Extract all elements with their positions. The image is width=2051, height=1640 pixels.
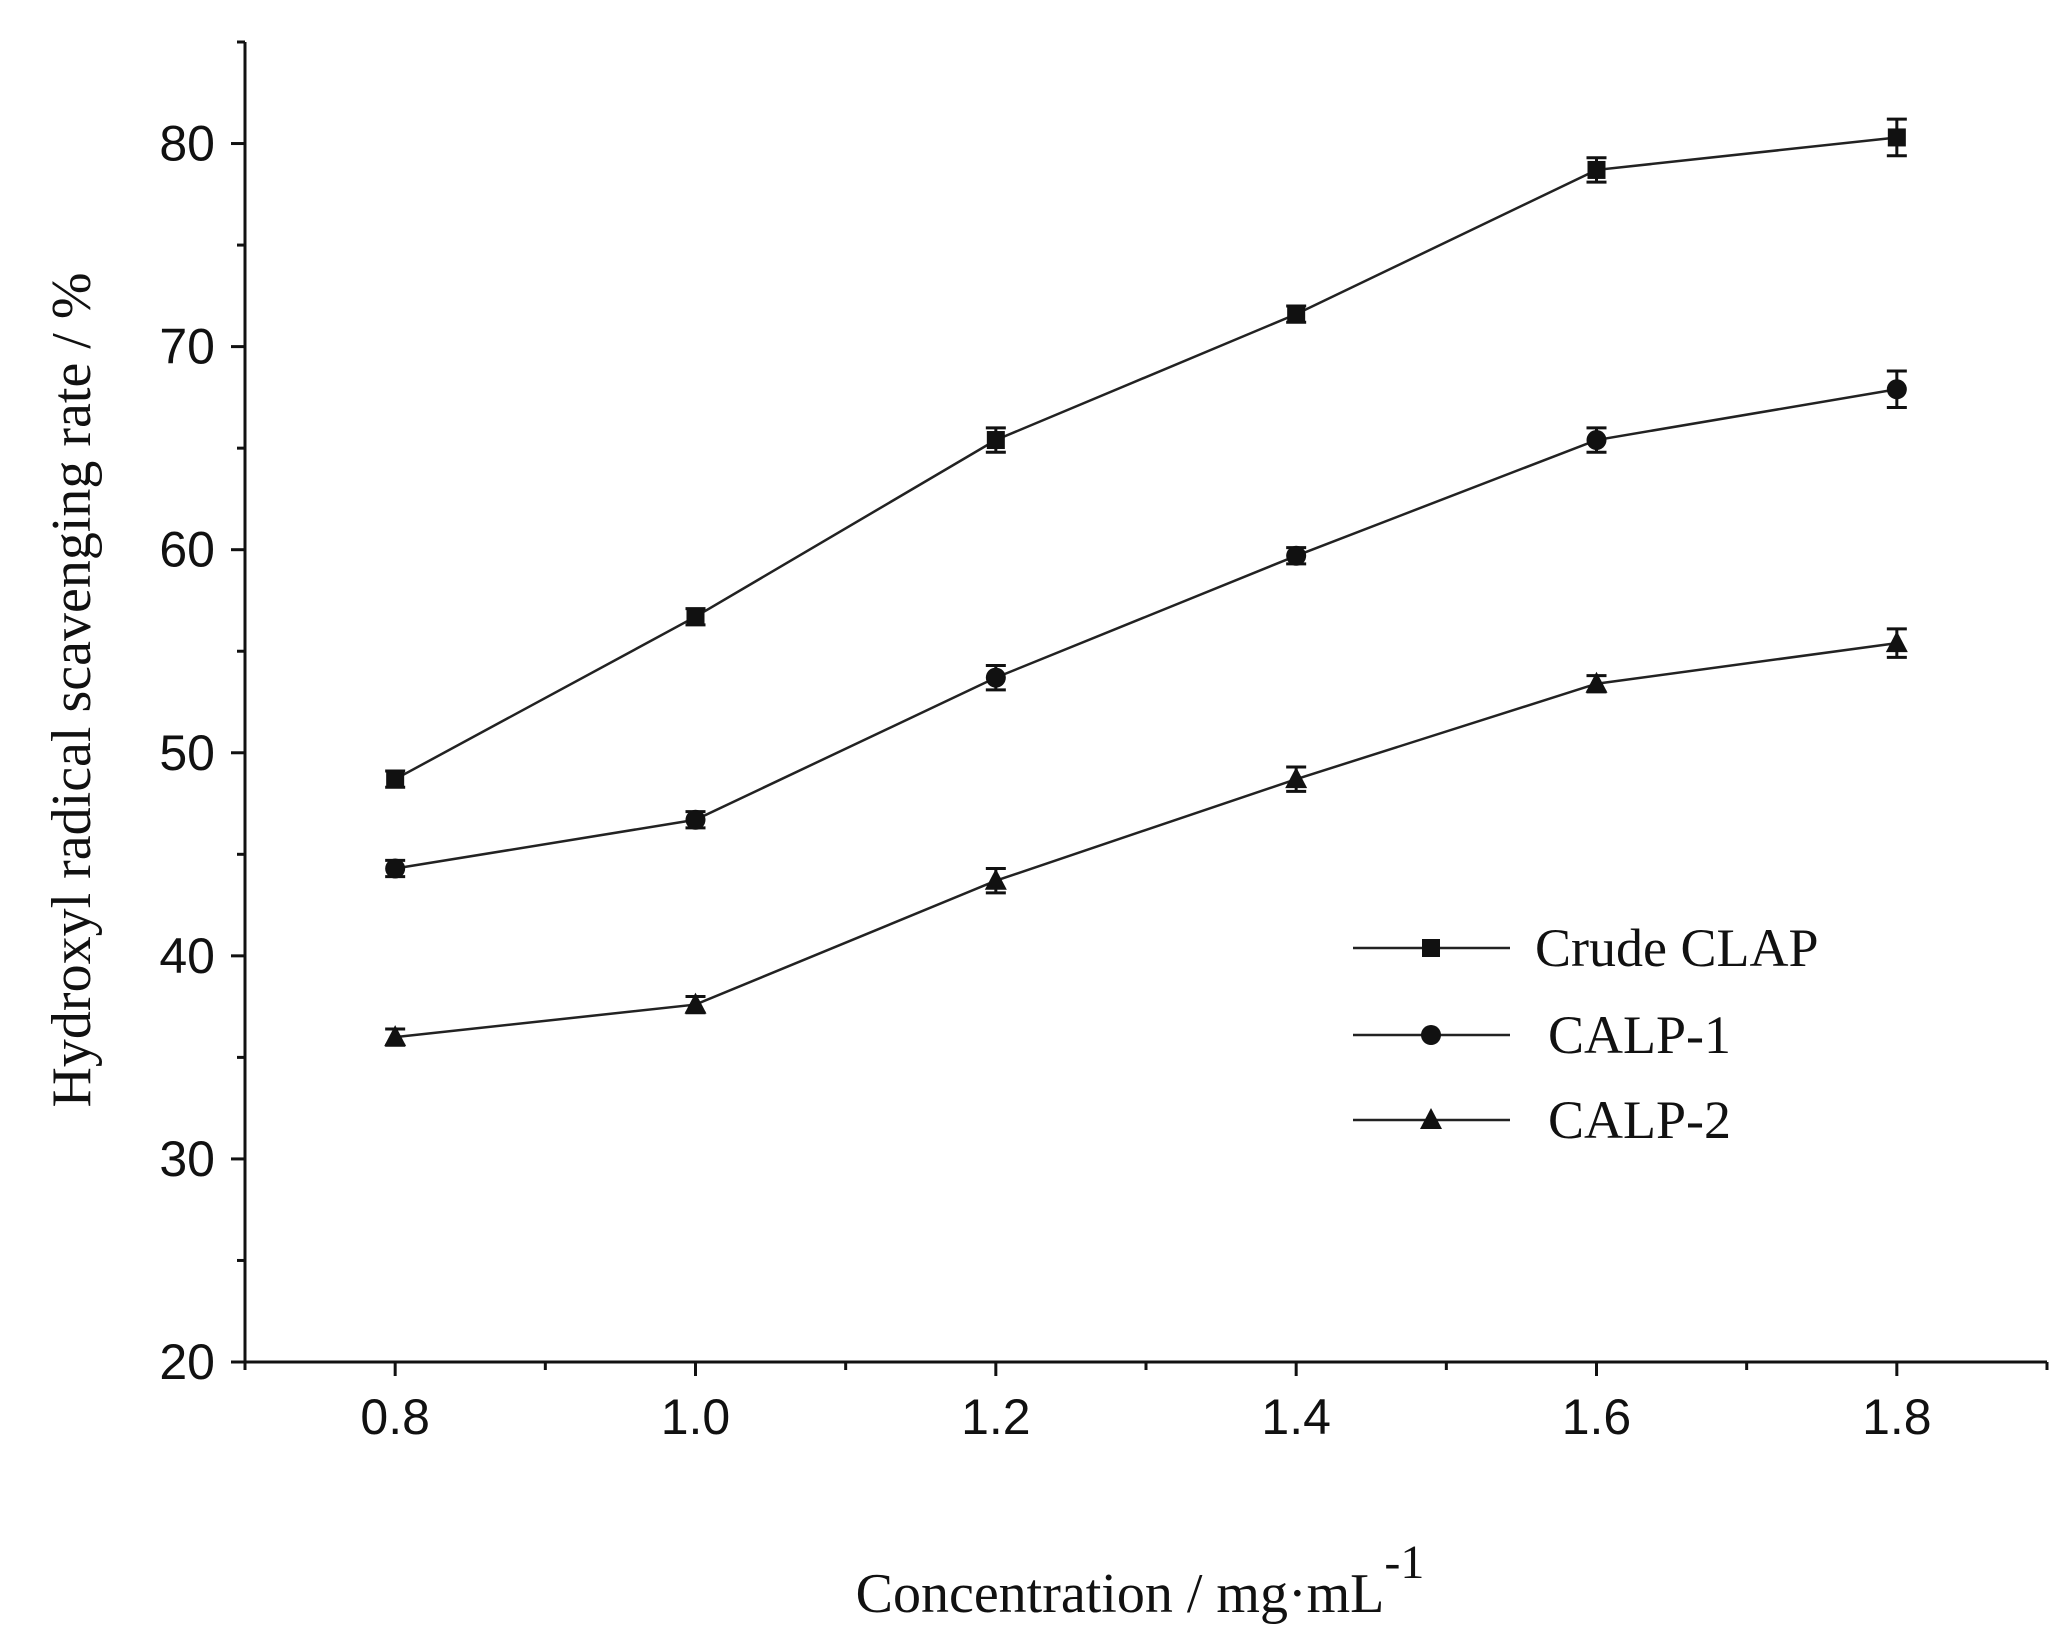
axes-group: [243, 42, 2047, 1364]
marker-circle: [1586, 430, 1607, 451]
series-line: [394, 388, 1898, 870]
y-tick-label: 50: [159, 725, 215, 781]
marker-triangle: [984, 868, 1007, 890]
marker-square: [1287, 305, 1306, 324]
y-tick-label: 20: [159, 1334, 215, 1390]
marker-triangle: [1420, 1108, 1442, 1129]
legend-label: CALP-1: [1548, 1005, 1731, 1065]
marker-circle: [1421, 1025, 1441, 1045]
marker-circle: [985, 667, 1006, 688]
series-square: [385, 117, 1907, 789]
x-tick-label: 1.2: [961, 1389, 1031, 1445]
marker-square: [1887, 128, 1906, 147]
x-axis-title-superscript: -1: [1384, 1536, 1424, 1589]
series-group: [384, 117, 1908, 1047]
x-tick-label: 1.0: [661, 1389, 731, 1445]
marker-triangle: [1285, 767, 1308, 789]
x-tick-label: 1.6: [1562, 1389, 1632, 1445]
marker-circle: [1286, 545, 1307, 566]
y-tick-label: 60: [159, 522, 215, 578]
x-tick-label: 1.8: [1862, 1389, 1932, 1445]
marker-circle: [385, 858, 406, 879]
legend-label: CALP-2: [1548, 1090, 1731, 1150]
marker-triangle: [384, 1025, 407, 1047]
series-line: [394, 136, 1897, 781]
marker-circle: [1886, 379, 1907, 400]
marker-square: [986, 431, 1005, 450]
x-tick-label: 0.8: [360, 1389, 430, 1445]
x-tick-label: 1.4: [1261, 1389, 1331, 1445]
legend-label: Crude CLAP: [1535, 918, 1819, 978]
marker-circle: [685, 809, 706, 830]
marker-triangle: [1585, 671, 1608, 693]
marker-triangle: [684, 992, 707, 1014]
y-axis-title: Hydroxyl radical scavenging rate / %: [41, 272, 103, 1107]
y-tick-label: 70: [159, 319, 215, 375]
y-tick-label: 30: [159, 1131, 215, 1187]
series-line: [395, 641, 1898, 1039]
y-tick-label: 80: [159, 116, 215, 172]
marker-square: [686, 607, 705, 626]
y-tick-label: 40: [159, 928, 215, 984]
marker-square: [1422, 939, 1440, 957]
marker-triangle: [1885, 631, 1908, 653]
ticks-group: 20 30 40 50 60 70 80 0.8 1.0 1.2 1.4 1.6 1.8: [159, 40, 2049, 1445]
x-axis-title-main: Concentration / mg·mL: [856, 1563, 1385, 1625]
marker-square: [1587, 160, 1606, 179]
legend: Crude CLAP CALP-1 CALP-2: [1353, 918, 1819, 1150]
marker-square: [386, 770, 405, 789]
x-axis-title: Concentration / mg·mL-1: [856, 1536, 1425, 1625]
series-triangle: [384, 627, 1908, 1047]
series-circle: [385, 369, 1907, 879]
